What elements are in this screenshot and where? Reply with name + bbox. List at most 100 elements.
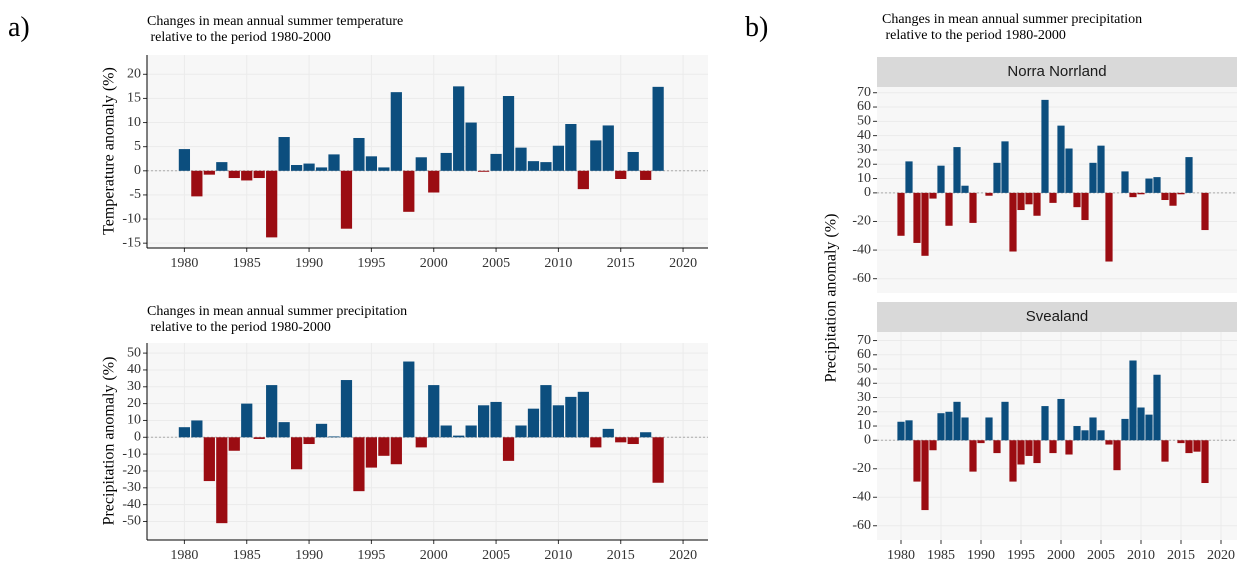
y-tick-label: 30 — [857, 142, 871, 157]
bar — [1169, 192, 1177, 206]
bar — [905, 161, 913, 193]
bar — [390, 437, 402, 465]
bar — [921, 192, 929, 256]
x-tick-label: 2015 — [607, 256, 635, 271]
x-tick-label: 1985 — [233, 256, 261, 271]
bar — [1201, 440, 1209, 484]
bar — [577, 391, 589, 438]
bar — [228, 170, 240, 179]
bar — [340, 380, 353, 438]
y-axis-label: Temperature anomaly (%) — [101, 67, 118, 235]
y-tick-label: -5 — [129, 187, 141, 202]
bar — [627, 437, 639, 445]
plot-background — [877, 332, 1237, 540]
panel-label: b) — [745, 12, 769, 43]
bar — [191, 170, 203, 197]
x-tick-label: 1980 — [170, 548, 198, 561]
bar — [913, 192, 921, 243]
x-tick-label: 2005 — [482, 548, 510, 561]
y-tick-label: 20 — [127, 67, 141, 82]
bar — [178, 149, 191, 171]
bar — [465, 122, 477, 171]
bar — [290, 165, 303, 171]
y-tick-label: -10 — [122, 211, 141, 226]
bar — [403, 361, 415, 438]
bar — [652, 437, 664, 483]
bar — [1089, 162, 1097, 193]
y-tick-label: 10 — [857, 171, 871, 186]
bar — [602, 428, 614, 438]
bar — [1017, 440, 1025, 465]
bar — [1113, 440, 1121, 471]
bar — [1073, 426, 1081, 441]
bar — [477, 170, 490, 172]
bar — [1201, 192, 1209, 231]
x-tick-label: 1990 — [295, 256, 323, 271]
bar — [1129, 360, 1137, 441]
bar — [1153, 374, 1161, 441]
bar — [1009, 440, 1017, 482]
x-tick-label: 2010 — [1127, 548, 1155, 561]
bar — [1153, 177, 1161, 193]
bar — [652, 86, 664, 171]
bar — [552, 405, 565, 438]
bar — [515, 147, 527, 171]
bar — [1137, 192, 1145, 195]
bar — [515, 425, 527, 438]
bar — [961, 417, 969, 441]
bar — [1081, 430, 1089, 441]
bar — [303, 437, 315, 445]
y-tick-label: -20 — [852, 214, 871, 229]
y-tick-label: 70 — [857, 85, 871, 100]
bar — [1041, 406, 1049, 441]
bar — [565, 123, 577, 171]
y-axis-label: Precipitation anomaly (%) — [823, 214, 840, 383]
bar — [945, 192, 953, 226]
chart-title: Changes in mean annual summer precipitat… — [882, 12, 1143, 43]
bar — [490, 401, 502, 438]
bar — [378, 437, 390, 456]
x-tick-label: 2010 — [544, 256, 572, 271]
x-tick-label: 2000 — [420, 548, 448, 561]
x-tick-label: 2000 — [1047, 548, 1075, 561]
bar — [929, 440, 937, 451]
bar — [1145, 178, 1153, 193]
bar — [440, 425, 452, 438]
bar — [615, 437, 627, 443]
x-tick-label: 1985 — [233, 548, 261, 561]
bar — [1001, 141, 1009, 193]
bar — [241, 170, 253, 181]
bar — [1129, 192, 1137, 198]
bar — [985, 192, 993, 196]
bar — [1121, 171, 1129, 193]
bar — [315, 423, 328, 438]
y-tick-label: 30 — [857, 390, 871, 405]
x-tick-label: 2000 — [420, 256, 448, 271]
bar — [1025, 440, 1033, 456]
bar — [540, 385, 552, 438]
bar — [937, 165, 945, 193]
bar — [328, 436, 340, 438]
y-tick-label: -15 — [122, 235, 141, 250]
bar — [540, 162, 552, 171]
bar — [415, 437, 427, 448]
plot-background — [877, 87, 1237, 293]
x-tick-label: 2015 — [1167, 548, 1195, 561]
bar — [253, 437, 265, 439]
bar — [1049, 192, 1057, 203]
x-tick-label: 2015 — [607, 548, 635, 561]
x-tick-label: 2020 — [669, 548, 697, 561]
bar — [453, 86, 465, 171]
bar — [1089, 417, 1097, 441]
bar — [1017, 192, 1025, 211]
y-tick-label: 0 — [864, 432, 871, 447]
bar — [315, 167, 328, 171]
bar — [241, 403, 253, 438]
y-tick-label: 10 — [127, 413, 141, 428]
bar — [390, 92, 402, 171]
bar — [328, 154, 340, 171]
x-tick-label: 2020 — [1207, 548, 1235, 561]
bar — [1065, 440, 1073, 455]
y-tick-label: 10 — [127, 115, 141, 130]
x-tick-label: 1990 — [295, 548, 323, 561]
